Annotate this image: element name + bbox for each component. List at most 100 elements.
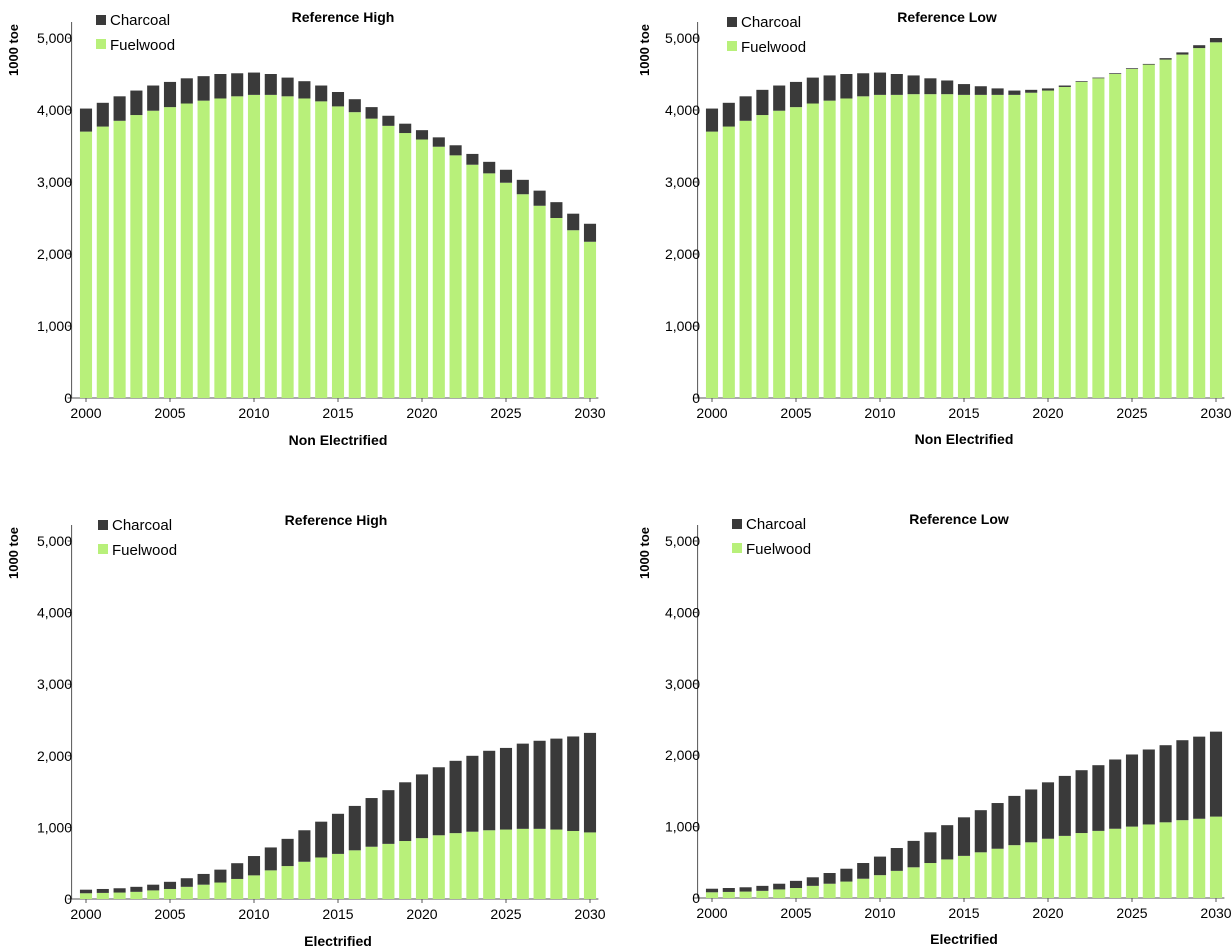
fuelwood-bar xyxy=(483,830,496,899)
charcoal-bar xyxy=(432,767,445,836)
charcoal-bar xyxy=(974,810,987,853)
x-tick-label: 2015 xyxy=(322,405,353,421)
x-tick-label: 2020 xyxy=(1032,905,1063,921)
charcoal-bar xyxy=(432,137,445,147)
fuelwood-bar xyxy=(449,833,462,899)
fuelwood-bar xyxy=(483,173,496,398)
y-tick-label: 5,000 xyxy=(665,30,700,46)
fuelwood-bar xyxy=(1041,838,1055,898)
fuelwood-bar xyxy=(348,112,361,398)
fuelwood-bar xyxy=(247,875,261,899)
charcoal-bar xyxy=(773,85,786,111)
charcoal-bar xyxy=(857,73,870,97)
fuelwood-bar xyxy=(1109,74,1122,398)
chart-title: Reference High xyxy=(285,512,388,528)
charcoal-bar xyxy=(483,161,496,174)
y-tick-label: 1,000 xyxy=(665,819,700,835)
fuelwood-bar xyxy=(806,103,819,399)
fuelwood-bar xyxy=(298,98,311,398)
charcoal-bar xyxy=(1193,736,1206,819)
charcoal-bar xyxy=(756,885,769,891)
charcoal-bar xyxy=(1092,77,1105,79)
fuelwood-bar xyxy=(1209,816,1223,898)
y-tick-label: 1,000 xyxy=(665,318,700,334)
y-tick-label: 2,000 xyxy=(37,748,72,764)
fuelwood-bar xyxy=(1075,833,1088,898)
charcoal-bar xyxy=(840,74,853,99)
chart-panel-3: 0 1,000 2,000 3,000 4,000 5,000 2000 2005 2010 20… xyxy=(6,512,606,949)
charcoal-bar xyxy=(705,108,719,132)
y-tick-label: 1,000 xyxy=(37,318,72,334)
fuelwood-bar xyxy=(550,218,563,398)
legend-label-fuelwood: Fuelwood xyxy=(112,542,177,559)
charcoal-bar xyxy=(466,755,479,832)
charcoal-bar xyxy=(873,72,887,95)
fuelwood-bar xyxy=(533,828,546,899)
charcoal-bar xyxy=(163,881,177,889)
charcoal-bar xyxy=(1058,85,1071,87)
charcoal-bar xyxy=(1209,38,1223,43)
charcoal-bar xyxy=(1058,775,1071,836)
fuelwood-bar xyxy=(567,230,580,398)
charcoal-bar xyxy=(1041,782,1055,839)
charcoal-bar xyxy=(974,86,987,95)
fuelwood-bar xyxy=(432,835,445,899)
fuelwood-bar xyxy=(1125,68,1139,399)
charcoal-bar xyxy=(365,107,378,119)
fuelwood-bar xyxy=(924,94,937,398)
charcoal-bar xyxy=(773,883,786,890)
fuelwood-bar xyxy=(315,857,328,899)
fuelwood-bar xyxy=(789,107,803,399)
x-tick-label: 2025 xyxy=(490,405,521,421)
charcoal-bar xyxy=(197,76,210,101)
charcoal-bar xyxy=(907,840,920,868)
charcoal-bar xyxy=(1092,765,1105,831)
fuelwood-bar xyxy=(1159,822,1172,898)
fuelwood-bar xyxy=(890,94,903,398)
fuelwood-bar xyxy=(130,891,143,899)
fuelwood-bar xyxy=(890,870,903,898)
fuelwood-bar xyxy=(550,829,563,899)
fuelwood-bar xyxy=(399,133,412,399)
charcoal-bar xyxy=(857,863,870,879)
charcoal-bar xyxy=(533,190,546,206)
y-tick-label: 5,000 xyxy=(37,30,72,46)
x-tick-label: 2030 xyxy=(574,405,605,421)
charcoal-bar xyxy=(96,888,109,893)
charcoal-bar xyxy=(331,813,345,854)
fuelwood-bar xyxy=(1092,830,1105,898)
charcoal-bar xyxy=(583,732,597,833)
chart-panel-1: 0 1,000 2,000 3,000 4,000 5,000 2000 2005 2010 20… xyxy=(6,9,606,448)
charcoal-bar xyxy=(382,115,395,126)
charcoal-bar xyxy=(1008,795,1021,846)
fuelwood-bar xyxy=(840,98,853,398)
charcoal-bar xyxy=(499,747,513,830)
x-tick-label: 2030 xyxy=(1200,905,1231,921)
y-tick-label: 2,000 xyxy=(665,747,700,763)
fuelwood-bar xyxy=(415,139,429,398)
charcoal-bar xyxy=(806,877,819,886)
y-tick-label: 4,000 xyxy=(37,102,72,118)
charcoal-bar xyxy=(264,74,277,95)
fuelwood-bar xyxy=(499,829,513,899)
fuelwood-bar xyxy=(264,94,277,398)
fuelwood-bar xyxy=(722,126,735,398)
y-axis-label: 1000 toe xyxy=(6,24,21,76)
fuelwood-bar xyxy=(857,878,870,898)
fuelwood-bar xyxy=(197,100,210,398)
charcoal-bar xyxy=(739,96,752,121)
charcoal-bar xyxy=(873,856,887,876)
charcoal-bar xyxy=(281,77,294,97)
fuelwood-bar xyxy=(298,861,311,899)
y-axis-label: 1000 toe xyxy=(6,527,21,579)
legend-swatch-fuelwood xyxy=(732,543,742,553)
fuelwood-bar xyxy=(79,893,93,899)
charcoal-bar xyxy=(130,90,143,116)
charcoal-bar xyxy=(789,81,803,108)
fuelwood-bar xyxy=(1025,842,1038,898)
fuelwood-bar xyxy=(231,96,244,398)
x-tick-label: 2025 xyxy=(490,906,521,922)
fuelwood-bar xyxy=(516,194,529,398)
charcoal-bar xyxy=(1125,754,1139,827)
fuelwood-bar xyxy=(705,892,719,898)
